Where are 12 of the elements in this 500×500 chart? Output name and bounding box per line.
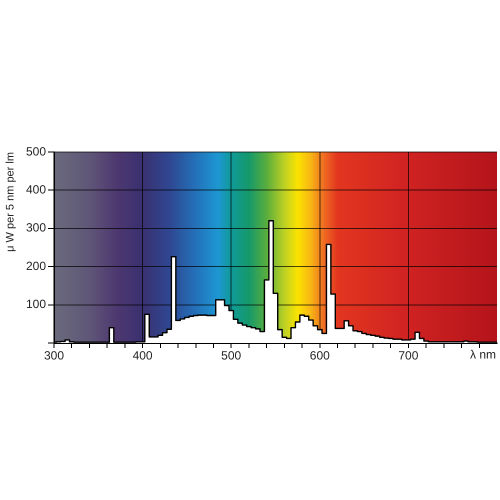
y-axis-title: μ W per 5 nm per lm [4,152,17,252]
y-tick-label: 400 [26,182,46,197]
x-axis-title: λ nm [470,347,496,362]
x-tick-label: 400 [132,348,153,363]
y-tick-label: 200 [26,258,46,273]
x-tick-label: 600 [310,348,330,363]
x-tick-label: 500 [221,348,242,363]
y-tick-label: 100 [26,297,46,312]
y-tick-label: 500 [26,144,46,158]
x-tick-label: 700 [398,348,419,363]
x-tick-label: 300 [44,348,64,363]
y-tick-label: 300 [26,220,46,235]
